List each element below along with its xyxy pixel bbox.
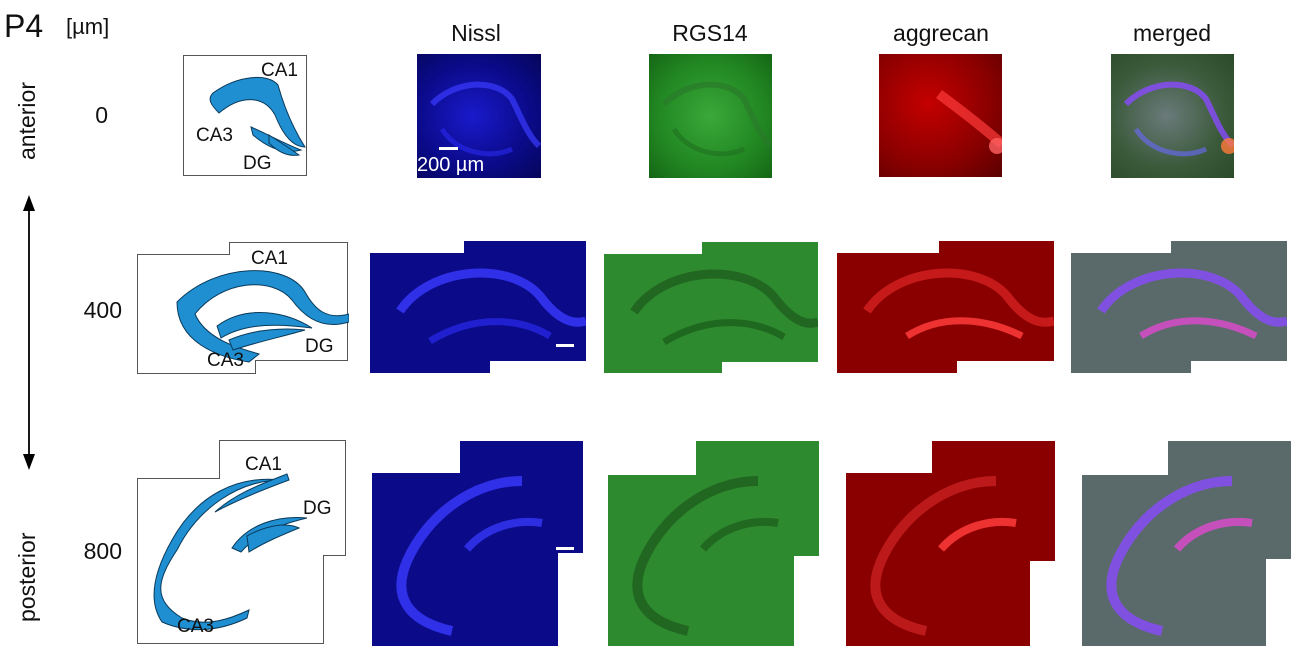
rgs14-image-800 (608, 441, 819, 646)
dg-label: DG (305, 336, 334, 357)
depth-label-800: 800 (83, 538, 122, 564)
merged-image-800 (1082, 441, 1291, 646)
posterior-label: posterior (14, 532, 40, 622)
nissl-image-0: 200 µm (417, 54, 541, 178)
rgs14-image-400 (604, 242, 818, 373)
nissl-image-400 (370, 241, 586, 373)
ca3-label: CA3 (196, 125, 233, 146)
anterior-label: anterior (14, 82, 40, 160)
hippocampus-sketch-400: CA1 CA3 DG (137, 242, 349, 376)
dg-label: DG (303, 498, 332, 519)
aggrecan-image-800 (846, 441, 1055, 646)
ca1-label: CA1 (261, 60, 298, 81)
column-header-merged: merged (1133, 20, 1211, 46)
ca3-label: CA3 (177, 616, 214, 637)
ca1-label: CA1 (245, 454, 282, 475)
column-header-aggrecan: aggrecan (893, 20, 989, 46)
merged-image-400 (1071, 241, 1287, 373)
nissl-image-800 (372, 441, 583, 646)
scale-bar (439, 147, 458, 150)
scale-bar-label: 200 µm (417, 154, 485, 176)
depth-label-0: 0 (95, 102, 108, 128)
age-label: P4 (4, 8, 44, 44)
ca3-label: CA3 (207, 350, 244, 371)
anterior-posterior-arrow (23, 195, 35, 470)
depth-label-400: 400 (83, 297, 122, 323)
merged-image-0 (1111, 54, 1234, 178)
unit-label: [µm] (66, 14, 110, 39)
hippocampus-sketch-800: CA1 CA3 DG (137, 440, 347, 645)
dg-label: DG (243, 153, 272, 174)
aggrecan-image-0 (879, 54, 1002, 177)
column-header-nissl: Nissl (451, 20, 501, 46)
hippocampus-sketch-0: CA1 CA3 DG (183, 55, 308, 177)
column-header-rgs14: RGS14 (672, 20, 748, 46)
ca1-label: CA1 (251, 248, 288, 269)
aggrecan-image-400 (837, 241, 1054, 373)
rgs14-image-0 (649, 54, 772, 178)
